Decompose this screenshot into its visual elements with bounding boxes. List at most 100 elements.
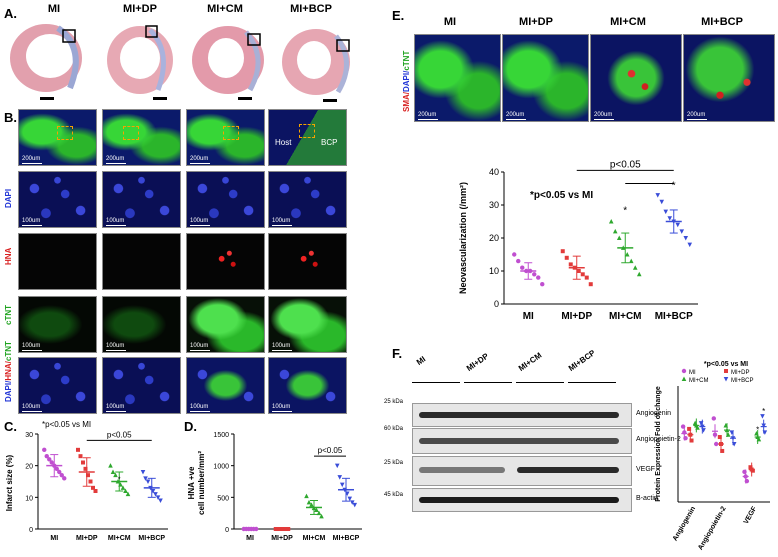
data-point — [760, 414, 765, 419]
overview-image-mi-dp: 200um — [102, 109, 181, 166]
data-point — [659, 199, 665, 205]
significance-label: p<0.05 — [318, 446, 343, 455]
data-point — [88, 479, 93, 484]
legend-entry: MI+DP — [731, 370, 750, 376]
merge-image-mi-cm: 100um — [186, 357, 265, 414]
data-point — [536, 275, 541, 280]
data-point — [636, 271, 642, 277]
data-point — [532, 272, 537, 277]
merge-image-mi-dp: 100um — [102, 357, 181, 414]
data-point — [93, 489, 98, 493]
angiopoietin-2-blot — [412, 428, 632, 454]
data-point — [750, 468, 755, 473]
data-point — [588, 282, 593, 287]
sma-image-mi-bcp: 200um — [683, 34, 775, 122]
panel-e-group-label: MI — [443, 16, 457, 28]
data-point — [681, 368, 687, 374]
ctnt-image-mi-cm: 100um — [186, 296, 265, 353]
x-tick-label: MI — [50, 535, 58, 542]
blot-lane-label: MI+CM — [516, 350, 544, 373]
heart-section-mi-dp — [107, 25, 173, 100]
data-point — [679, 229, 685, 234]
heart-section-mi-cm — [192, 26, 264, 100]
data-point — [349, 500, 355, 505]
y-tick-label: 500 — [217, 495, 229, 502]
panel-c-letter: C. — [4, 419, 17, 434]
x-tick-label: MI+DP — [271, 535, 293, 542]
data-point — [681, 376, 687, 381]
data-point — [663, 209, 669, 215]
protein-expression-chart: *p<0.05 vs MI Protein Expression Fold of … — [655, 361, 770, 551]
overview-image-mi: 200um — [18, 109, 97, 166]
data-point — [83, 466, 88, 471]
b-actin-blot — [412, 488, 632, 512]
y-tick-label: 30 — [25, 432, 33, 439]
data-point — [153, 492, 158, 497]
y-tick-label: 20 — [25, 464, 33, 471]
bcp-label: BCP — [321, 138, 338, 147]
y-tick-label: 1500 — [213, 432, 229, 439]
data-point — [347, 496, 353, 502]
data-point — [108, 463, 113, 468]
overview-image-mi-bcp: Host BCP — [268, 109, 347, 166]
sma-image-mi: 200um — [414, 34, 501, 122]
ctnt-image-mi: 100um — [18, 296, 97, 353]
data-point — [717, 435, 722, 440]
data-point — [42, 447, 47, 453]
data-point — [319, 513, 324, 519]
dapi-image-mi-dp: 100um — [102, 171, 181, 228]
data-point — [683, 236, 689, 241]
panel-c-note: *p<0.05 vs MI — [42, 420, 92, 429]
y-tick-label: 0 — [494, 299, 499, 309]
data-point — [516, 258, 521, 264]
x-tick-label: MI+DP — [561, 311, 592, 322]
panel-a-group-label: MI+DP — [123, 3, 157, 15]
data-point — [306, 499, 312, 505]
panel-a-group-label: MI — [47, 3, 61, 15]
panel-d-letter: D. — [184, 419, 197, 434]
blot-marker: 25 kDa — [384, 399, 404, 405]
data-point — [125, 491, 131, 497]
data-point — [667, 216, 673, 221]
data-point — [81, 460, 85, 465]
significance-label: p<0.05 — [610, 159, 641, 170]
blot-band-label: VEGF — [636, 466, 656, 473]
y-tick-label: 0 — [225, 527, 229, 534]
data-point — [145, 479, 151, 484]
data-point — [724, 369, 728, 373]
hna-image-mi — [18, 233, 97, 290]
blot-lane-header: MI MI+DP MI+CM MI+BCP — [412, 348, 632, 402]
blot-lane-label: MI — [414, 354, 428, 367]
vegf-blot — [412, 456, 632, 486]
blot-band-label: Angiopoietin-2 — [636, 436, 681, 443]
sma-image-mi-dp: 200um — [502, 34, 589, 122]
y-axis-label: Neovascularization (/mm²) — [458, 182, 468, 294]
heart-section-mi-bcp — [282, 29, 350, 102]
data-point — [560, 249, 565, 254]
significance-star: * — [118, 476, 121, 483]
blot-band-label: Angiogenin — [636, 410, 672, 417]
row-label-ctnt: cTNT — [4, 305, 13, 325]
blot-marker: 25 kDa — [384, 460, 404, 466]
x-tick-label: MI+CM — [609, 311, 642, 322]
data-point — [334, 463, 340, 469]
legend-entry: MI+BCP — [731, 378, 754, 384]
y-axis-label: Infarct size (%) — [5, 454, 14, 511]
dapi-image-mi-cm: 100um — [186, 171, 265, 228]
data-point — [59, 472, 64, 478]
significance-star: * — [762, 407, 765, 416]
neovascularization-chart: 0 10 20 30 40 MI MI+DP MI+CM MI+BCP Neovasculariz… — [458, 159, 698, 322]
data-point — [608, 219, 614, 224]
data-point — [91, 485, 95, 490]
x-tick-label: Angiogenin — [672, 506, 697, 543]
blot-band-label: B-actin — [636, 495, 658, 502]
data-point — [687, 242, 693, 248]
data-point — [47, 457, 52, 462]
hna-cell-chart: 0 500 1000 1500 MI MI+DP MI+CM MI+BCP HNA +ve cel… — [187, 432, 362, 542]
hna-image-mi-bcp — [268, 233, 347, 290]
hna-image-mi-cm — [186, 233, 265, 290]
data-point — [339, 482, 345, 488]
data-point — [675, 222, 681, 228]
legend-entry: MI+CM — [689, 378, 709, 384]
row-label-merge: DAPI/HNA/cTNT — [4, 341, 13, 402]
